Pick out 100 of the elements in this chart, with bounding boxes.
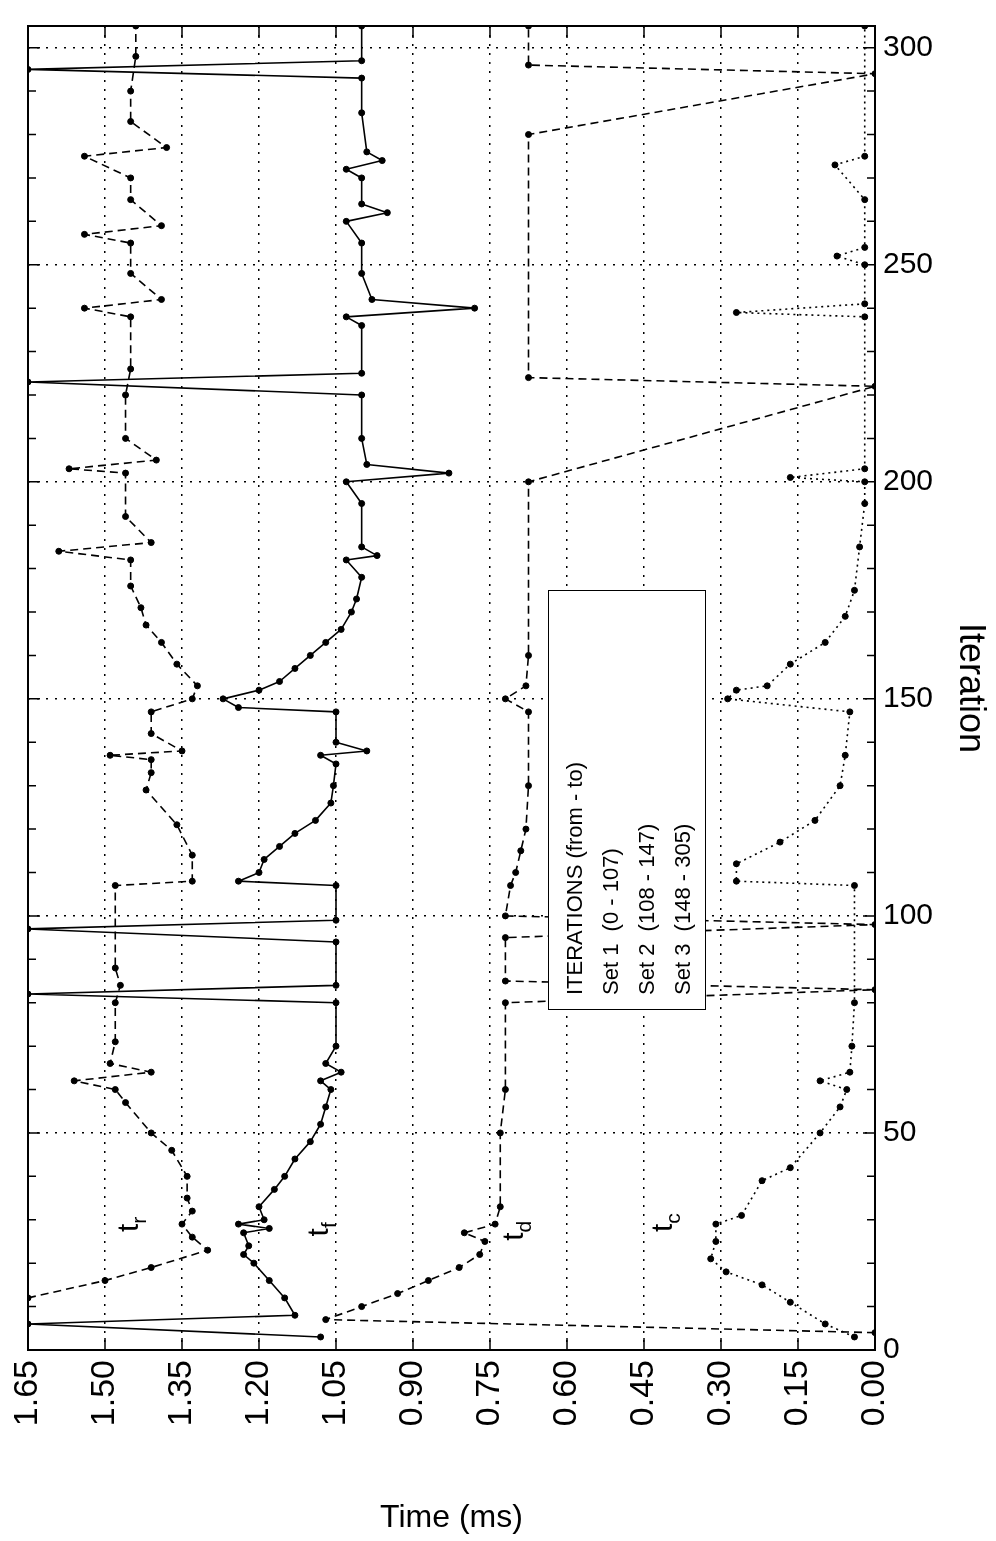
point [861,196,869,204]
point [758,1281,766,1289]
point [732,877,740,885]
point [724,695,732,703]
point [841,612,849,620]
point [848,1042,856,1050]
point [722,1268,730,1276]
point [522,682,530,690]
point [816,1077,824,1085]
point [786,660,794,668]
point [712,1237,720,1245]
point [424,1277,432,1285]
y-axis-title: Iteration [952,622,994,754]
y-tick-label: 200 [883,463,934,497]
point [763,682,771,690]
point [732,860,740,868]
point [712,1220,720,1228]
point [481,1237,489,1245]
x-tick-label: 0.15 [776,1360,815,1427]
x-axis-title: Time (ms) [380,1497,523,1534]
text: tr [111,1216,151,1233]
y-tick-label: 300 [883,28,934,62]
annotation: Set 2 (108 - 147) [633,822,660,995]
point [491,1220,499,1228]
point [776,838,784,846]
point [455,1264,463,1272]
point [850,586,858,594]
x-tick-label: 1.65 [6,1360,45,1427]
text: tf [300,1222,340,1237]
point [861,300,869,308]
point [507,882,515,890]
point [833,252,841,260]
point [816,1129,824,1137]
point [850,1333,858,1341]
point [501,999,509,1007]
point [846,1068,854,1076]
point [846,708,854,716]
point [841,751,849,759]
point [496,1203,504,1211]
point [476,1251,484,1258]
point [861,243,869,251]
point [861,500,869,508]
x-tick-label: 1.05 [314,1360,353,1427]
y-tick-label: 250 [883,246,934,280]
point [811,816,819,824]
point [501,934,509,942]
point [738,1211,746,1219]
annotation: ITERATIONS (from - to) [561,760,588,995]
point [525,478,532,486]
point [831,161,839,169]
point [786,473,794,481]
point [496,1129,504,1137]
point [525,782,532,790]
x-tick-label: 0.30 [699,1360,738,1427]
point [501,977,509,985]
point [856,543,864,551]
point [786,1164,794,1172]
point [821,638,829,646]
y-tick-label: 100 [883,897,934,931]
point [732,686,740,694]
point [843,1086,851,1094]
point [758,1177,766,1185]
point [512,868,520,876]
point [861,152,869,160]
point [786,1298,794,1306]
point [394,1290,402,1298]
x-tick-label: 1.35 [160,1360,199,1427]
point [836,1103,844,1111]
point [501,695,509,703]
text: td [495,1220,535,1241]
x-tick-label: 0.45 [622,1360,661,1427]
y-tick-label: 50 [883,1114,917,1148]
annotation: Set 1 (0 - 107) [597,847,624,995]
point [501,1086,509,1094]
x-tick-label: 0.75 [468,1360,507,1427]
point [460,1229,468,1237]
point [707,1255,715,1263]
point [525,708,532,716]
point [850,999,858,1007]
x-tick-label: 1.50 [83,1360,122,1427]
annotation: Set 3 (148 - 305) [669,822,696,995]
point [861,313,869,321]
point [501,912,509,920]
x-tick-label: 0.90 [391,1360,430,1427]
point [525,374,532,382]
point [525,131,532,139]
text: tc [645,1213,685,1233]
point [836,782,844,790]
point [358,1303,366,1311]
x-tick-label: 0.60 [545,1360,584,1427]
point [322,1316,330,1324]
point [517,847,525,855]
x-tick-label: 1.20 [237,1360,276,1427]
y-tick-label: 150 [883,680,934,714]
point [732,309,740,317]
point [821,1320,829,1328]
point [525,651,532,659]
point [525,61,532,69]
point [861,465,869,473]
point [850,882,858,890]
